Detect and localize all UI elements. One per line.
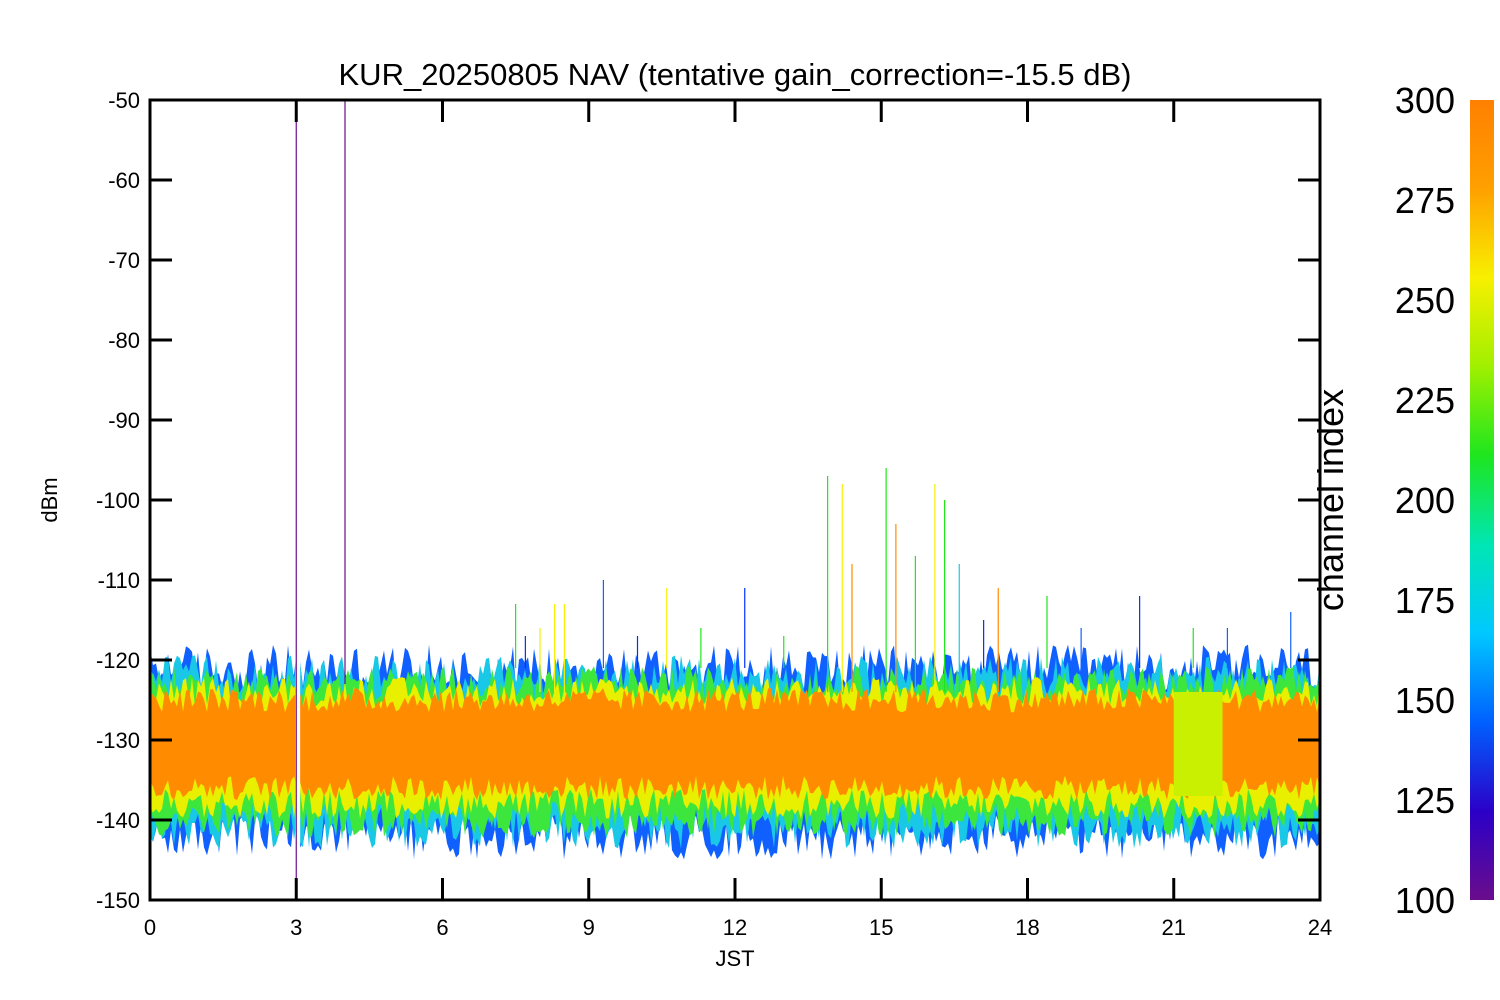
x-tick-label: 21 [1162, 915, 1186, 940]
data-gap [295, 100, 301, 900]
colorbar-tick-label: 200 [1395, 480, 1455, 521]
y-tick-label: -100 [96, 488, 140, 513]
colorbar-tick-label: 225 [1395, 380, 1455, 421]
colorbar-tick-label: 250 [1395, 280, 1455, 321]
y-tick-label: -150 [96, 888, 140, 913]
spike-layer [295, 100, 1292, 900]
colorbar-tick-label: 125 [1395, 780, 1455, 821]
y-tick-label: -140 [96, 808, 140, 833]
y-tick-label: -70 [108, 248, 140, 273]
x-tick-label: 18 [1015, 915, 1039, 940]
y-tick-label: -60 [108, 168, 140, 193]
y-axis-label: dBm [37, 477, 62, 522]
x-tick-label: 12 [723, 915, 747, 940]
plot-area [150, 100, 1320, 900]
colorbar-tick-label: 175 [1395, 580, 1455, 621]
y-tick-label: -130 [96, 728, 140, 753]
band-core [150, 687, 1320, 801]
x-tick-label: 24 [1308, 915, 1332, 940]
x-tick-label: 15 [869, 915, 893, 940]
colorbar-tick-label: 150 [1395, 680, 1455, 721]
y-tick-label: -90 [108, 408, 140, 433]
colorbar-tick-label: 275 [1395, 180, 1455, 221]
y-tick-label: -110 [98, 568, 140, 593]
colorbar-tick-label: 100 [1395, 880, 1455, 921]
colorbar-gradient [1470, 100, 1494, 900]
x-tick-label: 3 [290, 915, 302, 940]
anomaly-band [1173, 692, 1223, 796]
axes: 0 3 6 9 12 15 18 21 24 -50 -60 -70 -80 -90 -100 -110 -12… [96, 88, 1332, 940]
colorbar: 100 125 150 175 200 225 250 275 300 [1395, 80, 1494, 921]
colorbar-tick-label: 300 [1395, 80, 1455, 121]
x-tick-label: 9 [583, 915, 595, 940]
chart-title: KUR_20250805 NAV (tentative gain_correct… [339, 57, 1132, 92]
x-tick-label: 0 [144, 915, 156, 940]
colorbar-label: channel index [1310, 389, 1351, 611]
x-tick-label: 6 [436, 915, 448, 940]
y-tick-label: -80 [108, 328, 140, 353]
y-tick-label: -50 [108, 88, 140, 113]
y-tick-label: -120 [96, 648, 140, 673]
x-axis-label: JST [715, 946, 754, 971]
